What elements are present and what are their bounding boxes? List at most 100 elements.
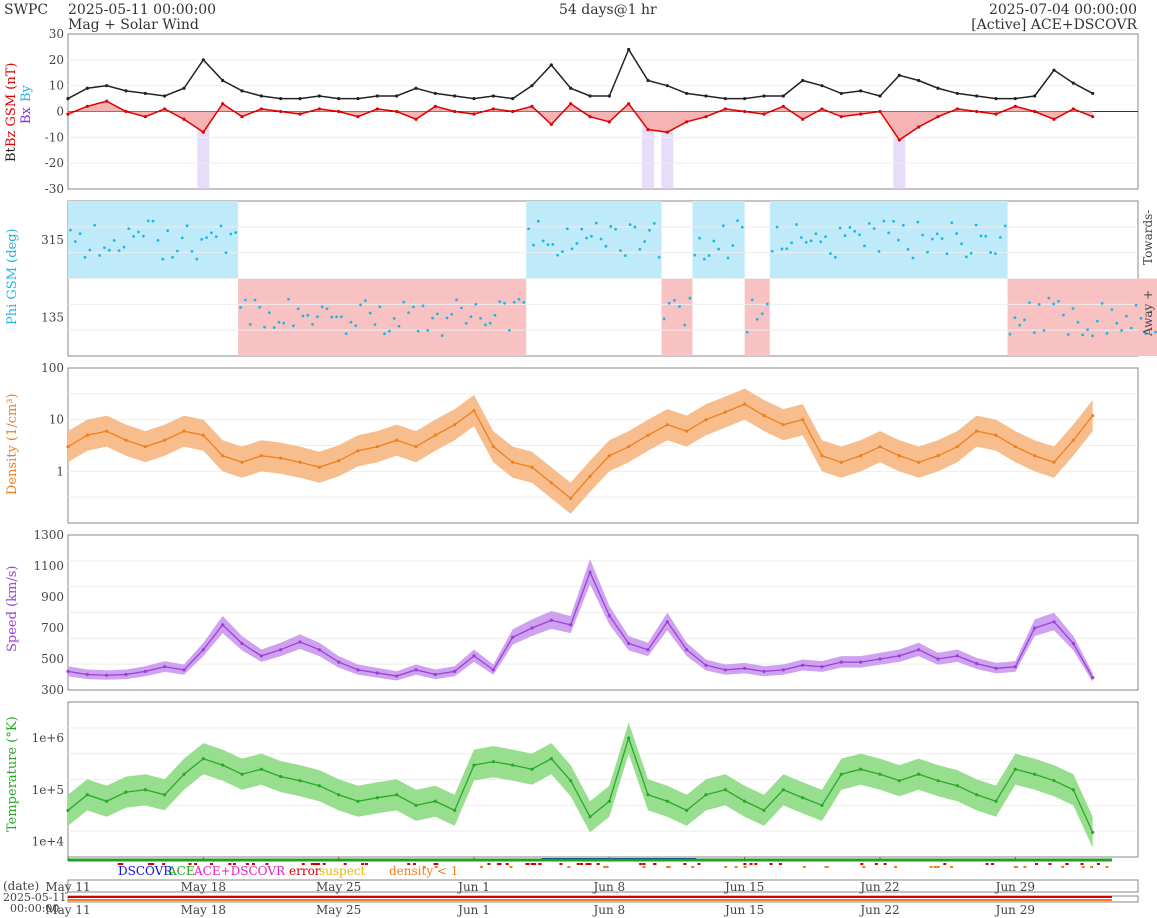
density-point: [511, 460, 515, 464]
temperature-line: [67, 736, 1094, 833]
bz-point: [453, 109, 457, 114]
status-error-mark: [1080, 863, 1084, 865]
temperature-point: [143, 788, 147, 792]
phi-point: [69, 228, 72, 232]
phi-point: [306, 313, 310, 317]
phi-point: [1013, 316, 1017, 320]
speed-tick-label: 1300: [33, 528, 64, 542]
density-point: [182, 429, 186, 433]
status-error-mark: [1096, 863, 1100, 865]
temperature-point: [762, 808, 766, 812]
phi-point: [1003, 224, 1007, 228]
bz-point: [375, 107, 379, 111]
temperature-point: [472, 763, 476, 767]
status-error-mark: [194, 863, 198, 865]
status-density-mark: [1023, 866, 1027, 868]
phi-point: [517, 297, 521, 301]
bt-point: [917, 78, 921, 83]
temperature-point: [259, 767, 263, 771]
temperature-point: [801, 796, 805, 800]
density-point: [433, 433, 437, 437]
status-density-mark: [936, 866, 940, 868]
phi-point: [565, 227, 569, 231]
legend-ace-dscovr: ACE+DSCOVR: [193, 864, 286, 878]
density-point: [259, 454, 263, 458]
temperature-point: [201, 757, 205, 761]
phi-point: [765, 302, 769, 306]
density-tick-label: 1: [56, 464, 64, 478]
phi-point: [469, 315, 473, 319]
phi-point: [248, 323, 252, 326]
status-error-mark: [361, 863, 365, 865]
bt-point: [143, 91, 147, 96]
bt-point: [897, 73, 901, 77]
phi-point: [657, 255, 661, 259]
phi-point: [282, 321, 286, 325]
density-point: [85, 433, 89, 437]
temperature-point: [1013, 767, 1017, 771]
bt-point: [1071, 81, 1075, 85]
temperature-point: [66, 808, 70, 812]
phi-point: [984, 234, 988, 238]
bz-point: [124, 109, 128, 114]
bt-point: [878, 94, 882, 98]
status-error-mark: [985, 863, 989, 865]
bt-point: [743, 96, 747, 101]
phi-point: [200, 238, 204, 241]
temperature-point: [723, 788, 727, 792]
density-point: [375, 445, 379, 449]
bt-point: [395, 94, 399, 98]
temperature-point: [105, 799, 109, 803]
phi-point: [141, 234, 145, 238]
temperature-point: [685, 808, 689, 812]
phi-point: [311, 323, 314, 326]
status-density-mark: [1090, 866, 1094, 868]
product-title: Mag + Solar Wind: [68, 17, 199, 33]
phi-point: [132, 234, 136, 238]
density-point: [124, 438, 128, 442]
phi-point: [643, 240, 647, 243]
bz-point: [859, 112, 863, 116]
bz-point: [762, 112, 766, 116]
phi-point: [755, 317, 759, 321]
density-point: [1052, 460, 1056, 464]
phi-point: [750, 298, 754, 302]
speed-point: [781, 668, 785, 672]
density-point: [839, 460, 843, 464]
phi-point: [459, 306, 463, 310]
density-line: [67, 403, 1094, 500]
bz-point: [530, 104, 534, 108]
phi-point: [151, 219, 155, 223]
temperature-point: [665, 799, 669, 803]
date-label-bottom: Jun 29: [994, 903, 1035, 917]
phi-point: [721, 224, 725, 228]
bt-point: [221, 78, 225, 83]
bt-point: [801, 78, 805, 83]
date-label-top: Jun 22: [858, 880, 899, 894]
speed-point: [317, 648, 321, 652]
density-point: [781, 423, 785, 427]
status-error-mark: [526, 863, 530, 865]
phi-point: [726, 256, 730, 260]
bz-point: [85, 104, 89, 108]
speed-point: [511, 635, 515, 639]
speed-point: [975, 662, 979, 666]
phi-point: [330, 315, 334, 319]
phi-point: [450, 312, 454, 316]
bz-point: [955, 107, 959, 111]
bt-point: [85, 86, 89, 90]
density-point: [1071, 438, 1075, 442]
phi-point: [926, 250, 929, 254]
phi-point: [614, 227, 618, 231]
phi-point: [901, 223, 905, 227]
density-point: [298, 460, 302, 464]
phi-point: [315, 315, 319, 319]
phi-point: [1091, 334, 1094, 338]
mag-tick-label: -30: [45, 182, 64, 196]
density-point: [820, 454, 824, 458]
speed-point: [917, 648, 921, 652]
status-error-mark: [162, 863, 166, 865]
phi-point: [799, 236, 803, 239]
phi-point: [770, 249, 774, 253]
speed-point: [395, 674, 399, 678]
